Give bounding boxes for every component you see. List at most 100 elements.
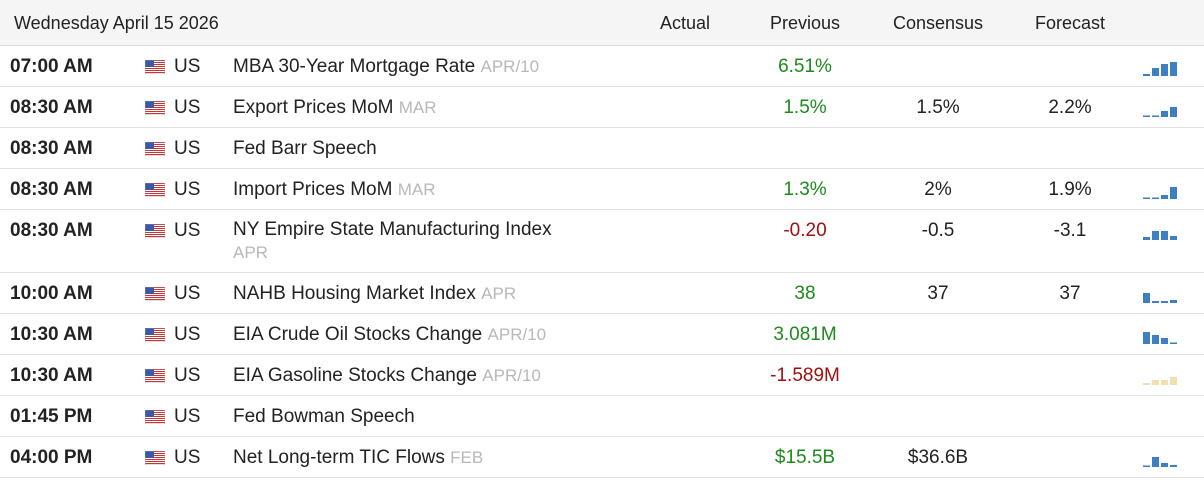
flag-icon (145, 101, 165, 115)
previous: 1.3% (783, 179, 827, 200)
event-name: Fed Barr Speech (233, 138, 377, 159)
country: US (174, 97, 201, 118)
sparkline-icon (1143, 107, 1177, 117)
event: Fed Barr Speech (233, 138, 377, 160)
consensus: 37 (927, 283, 949, 304)
previous: 1.5% (783, 97, 827, 118)
forecast: -3.1 (1053, 220, 1087, 241)
event-row: 01:45 PM US Fed Bowman Speech (0, 396, 1204, 437)
time: 01:45 PM (10, 406, 93, 427)
event-row: 08:30 AM US Import Prices MoM MAR 1.3% 2% 1.9… (0, 169, 1204, 210)
event: EIA Crude Oil Stocks Change APR/10 (233, 324, 546, 346)
event-name: Net Long-term TIC Flows (233, 447, 445, 468)
period: MAR (397, 180, 436, 199)
country: US (174, 324, 201, 345)
sparkline-icon (1143, 457, 1177, 467)
event-name: Import Prices MoM (233, 179, 393, 200)
flag-icon (145, 328, 165, 342)
period: APR/10 (480, 57, 540, 76)
country: US (174, 406, 201, 427)
event-row: 07:00 AM US MBA 30-Year Mortgage Rate APR/… (0, 46, 1204, 87)
sparkline-icon (1143, 332, 1177, 344)
event: Import Prices MoM MAR (233, 179, 435, 201)
country: US (174, 283, 201, 304)
previous: -1.589M (770, 365, 840, 386)
event: NY Empire State Manufacturing Index APR (233, 218, 613, 264)
flag-icon (145, 369, 165, 383)
flag-icon (145, 183, 165, 197)
sparkline-icon (1143, 62, 1177, 76)
column-header: Previous (769, 13, 841, 33)
sparkline-icon (1143, 231, 1177, 240)
flag-icon (145, 287, 165, 301)
previous: $15.5B (774, 447, 836, 468)
time: 04:00 PM (10, 447, 93, 468)
event: EIA Gasoline Stocks Change APR/10 (233, 365, 541, 387)
flag-icon (145, 410, 165, 424)
event-name: NY Empire State Manufacturing Index (233, 219, 552, 240)
previous: 6.51% (778, 56, 832, 77)
event-name: MBA 30-Year Mortgage Rate (233, 56, 476, 77)
country: US (174, 56, 201, 77)
period: APR (481, 284, 517, 303)
flag-icon (145, 224, 165, 238)
forecast: 37 (1059, 283, 1081, 304)
country: US (174, 179, 201, 200)
consensus: 1.5% (916, 97, 960, 118)
flag-icon (145, 60, 165, 74)
flag-icon (145, 451, 165, 465)
column-header: Forecast (1034, 13, 1106, 33)
period: MAR (398, 98, 437, 117)
period: APR/10 (482, 366, 541, 385)
event-row: 10:30 AM US EIA Gasoline Stocks Change APR… (0, 355, 1204, 396)
forecast: 2.2% (1048, 97, 1092, 118)
consensus: 2% (924, 179, 952, 200)
event: MBA 30-Year Mortgage Rate APR/10 (233, 56, 539, 78)
time: 08:30 AM (10, 179, 93, 200)
event-row: 04:00 PM US Net Long-term TIC Flows FEB $15… (0, 437, 1204, 478)
date: Wednesday April 15 2026 (14, 13, 219, 33)
event-row: 08:30 AM US NY Empire State Manufacturing … (0, 210, 1204, 273)
column-header: Consensus (892, 13, 984, 33)
event-name: EIA Crude Oil Stocks Change (233, 324, 483, 345)
country: US (174, 220, 201, 241)
time: 10:30 AM (10, 365, 93, 386)
country: US (174, 138, 201, 159)
event-name: EIA Gasoline Stocks Change (233, 365, 477, 386)
event-name: Fed Bowman Speech (233, 406, 415, 427)
previous: 38 (794, 283, 816, 304)
period: APR (233, 243, 268, 262)
time: 08:30 AM (10, 220, 93, 241)
sparkline-icon (1143, 293, 1177, 303)
time: 10:30 AM (10, 324, 93, 345)
event: Net Long-term TIC Flows FEB (233, 447, 483, 469)
consensus: -0.5 (921, 220, 955, 241)
event: Fed Bowman Speech (233, 406, 415, 428)
event: Export Prices MoM MAR (233, 97, 437, 119)
time: 10:00 AM (10, 283, 93, 304)
column-header: Actual (659, 13, 711, 33)
time: 07:00 AM (10, 56, 93, 77)
period: APR/10 (487, 325, 547, 344)
country: US (174, 447, 201, 468)
previous: -0.20 (783, 220, 827, 241)
forecast: 1.9% (1048, 179, 1092, 200)
event: NAHB Housing Market Index APR (233, 283, 516, 305)
time: 08:30 AM (10, 97, 93, 118)
event-row: 10:30 AM US EIA Crude Oil Stocks Change AP… (0, 314, 1204, 355)
header: Wednesday April 15 2026 Actual Previous Co… (0, 0, 1204, 46)
event-row: 08:30 AM US Fed Barr Speech (0, 128, 1204, 169)
time: 08:30 AM (10, 138, 93, 159)
event-row: 10:00 AM US NAHB Housing Market Index APR 3… (0, 273, 1204, 314)
period: FEB (450, 448, 484, 467)
consensus: $36.6B (907, 447, 969, 468)
event-name: NAHB Housing Market Index (233, 283, 476, 304)
event-row: 08:30 AM US Export Prices MoM MAR 1.5% 1.5% 2… (0, 87, 1204, 128)
sparkline-icon (1143, 377, 1177, 385)
flag-icon (145, 142, 165, 156)
sparkline-icon (1143, 187, 1177, 199)
event-name: Export Prices MoM (233, 97, 394, 118)
country: US (174, 365, 201, 386)
previous: 3.081M (773, 324, 837, 345)
